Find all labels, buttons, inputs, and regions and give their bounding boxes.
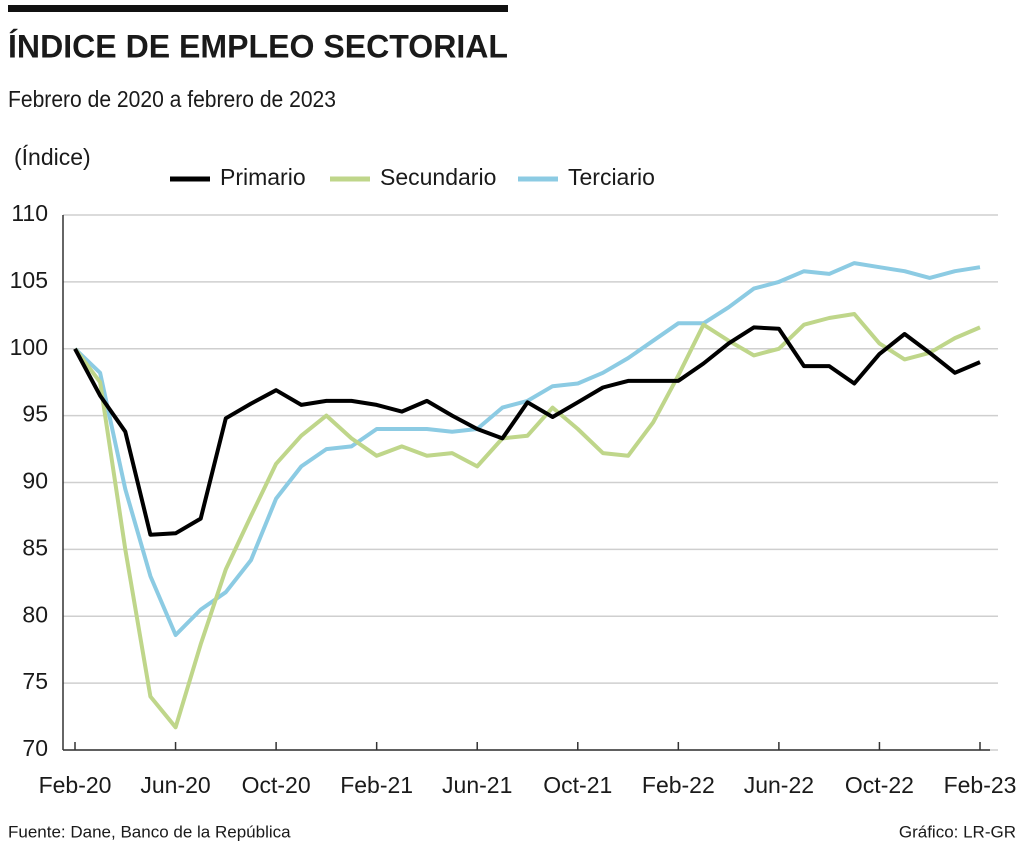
x-tick-label: Jun-21 xyxy=(442,772,512,798)
y-tick-label: 105 xyxy=(10,267,48,293)
series-line xyxy=(73,312,981,730)
series-line xyxy=(73,325,981,537)
top-bar xyxy=(8,5,508,12)
y-tick-label: 75 xyxy=(22,668,48,694)
y-tick-label: 85 xyxy=(22,534,48,560)
y-tick-label: 95 xyxy=(22,401,48,427)
x-tick-label: Oct-21 xyxy=(543,772,612,798)
chart-title: ÍNDICE DE EMPLEO SECTORIAL xyxy=(8,28,508,64)
legend-label: Primario xyxy=(220,164,306,190)
x-tick-label: Feb-23 xyxy=(944,772,1017,798)
y-axis-label: (Índice) xyxy=(14,144,91,170)
source: Fuente: Dane, Banco de la República xyxy=(8,822,291,841)
x-tick-label: Feb-22 xyxy=(642,772,715,798)
x-tick-label: Oct-22 xyxy=(845,772,914,798)
y-tick-label: 100 xyxy=(10,334,48,360)
legend-label: Secundario xyxy=(380,164,496,190)
x-tick-label: Oct-20 xyxy=(242,772,311,798)
series-line xyxy=(73,261,981,637)
legend-label: Terciario xyxy=(568,164,655,190)
chart-subtitle: Febrero de 2020 a febrero de 2023 xyxy=(8,86,336,112)
x-tick-label: Feb-20 xyxy=(39,772,112,798)
y-tick-label: 80 xyxy=(22,601,48,627)
y-tick-label: 110 xyxy=(11,200,48,226)
x-tick-label: Feb-21 xyxy=(340,772,413,798)
y-tick-label: 90 xyxy=(22,468,48,494)
credit: Gráfico: LR-GR xyxy=(899,822,1016,841)
x-tick-label: Jun-22 xyxy=(744,772,814,798)
y-tick-label: 70 xyxy=(22,735,48,761)
x-tick-label: Jun-20 xyxy=(140,772,210,798)
